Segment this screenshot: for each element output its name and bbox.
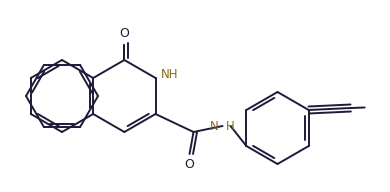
- Text: N: N: [210, 119, 218, 132]
- Text: O: O: [119, 27, 129, 40]
- Text: O: O: [184, 158, 195, 171]
- Text: NH: NH: [161, 69, 178, 81]
- Text: H: H: [225, 119, 234, 132]
